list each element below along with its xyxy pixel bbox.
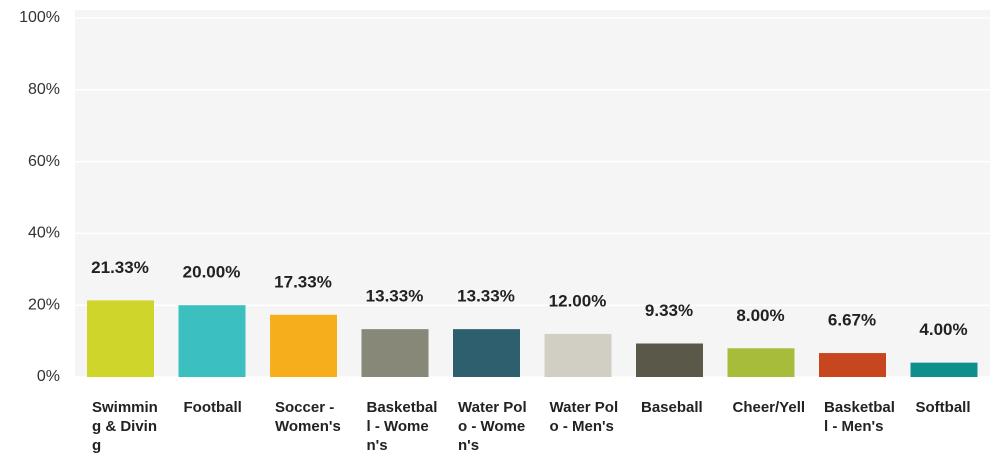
y-tick-label: 60% [28,153,60,170]
x-tick-label: Football [183,399,242,416]
bar [727,348,795,377]
bar [453,329,520,377]
x-tick-label: Softball [915,399,971,416]
bar [910,362,978,377]
x-tick-label: Water Polo - Women's [458,399,527,454]
y-tick-label: 0% [37,368,60,385]
value-label: 12.00% [549,291,607,310]
y-tick-label: 40% [28,225,60,242]
bar [270,314,337,377]
bar [361,329,429,377]
bar [636,343,703,377]
bar [544,333,612,377]
value-label: 6.67% [828,311,876,330]
value-label: 20.00% [183,263,241,282]
bar [178,305,246,377]
x-tick-label: Swimming & Diving [92,399,158,454]
y-tick-label: 80% [28,81,60,98]
value-label: 8.00% [736,306,784,325]
bar [87,300,154,377]
value-label: 4.00% [919,320,967,339]
x-tick-label: Basketball - Women's [366,399,438,454]
x-tick-label: Water Polo - Men's [549,399,619,435]
value-label: 13.33% [457,287,515,306]
y-tick-label: 20% [28,296,60,313]
y-tick-label: 100% [19,9,60,26]
bar [819,353,886,377]
x-tick-label: Cheer/Yell [732,399,806,416]
value-label: 9.33% [645,301,693,320]
x-tick-label: Baseball [641,399,703,416]
x-tick-label: Basketball - Men's [824,399,895,435]
value-label: 21.33% [91,258,149,277]
x-tick-label: Soccer - Women's [275,399,341,435]
value-label: 17.33% [274,272,332,291]
value-label: 13.33% [366,287,424,306]
